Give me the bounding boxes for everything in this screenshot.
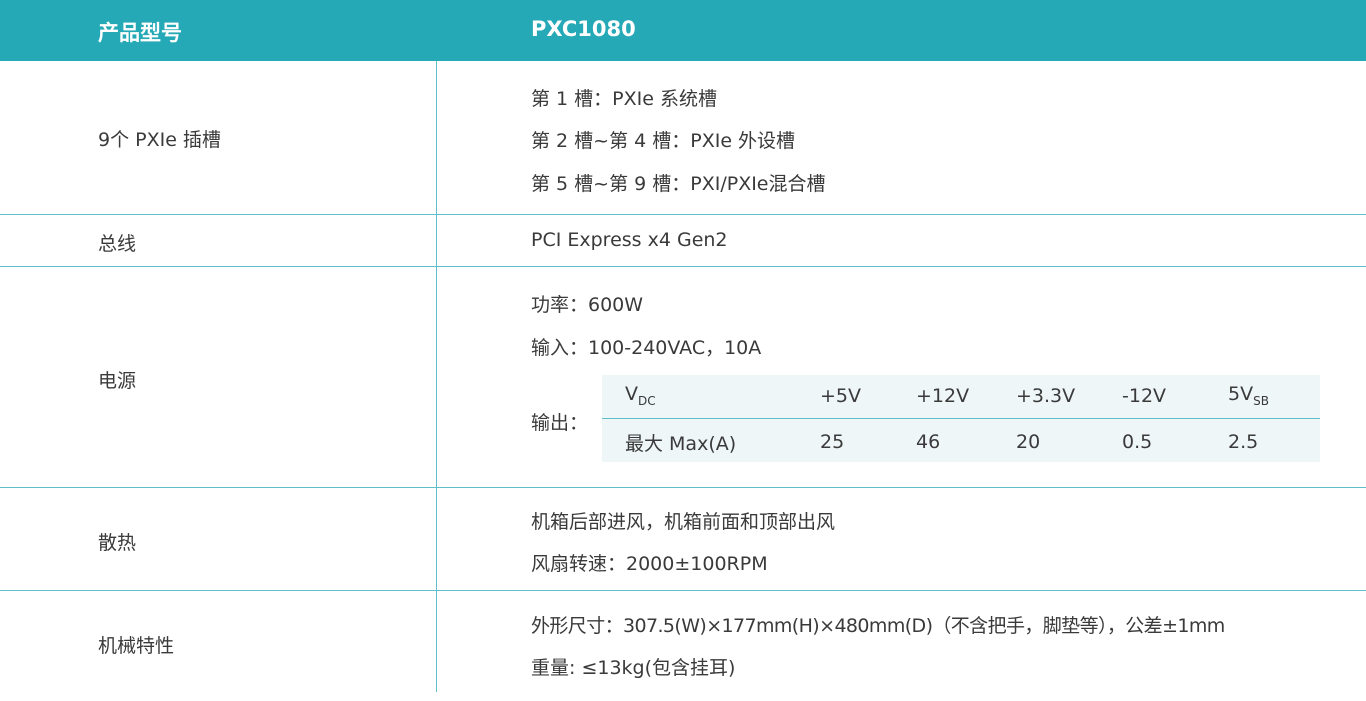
- row-value: 机箱后部进风，机箱前面和顶部出风: [531, 511, 836, 533]
- max-value: 46: [916, 431, 941, 453]
- header-model-value: PXC1080: [531, 17, 636, 41]
- max-label: 最大 Max(A): [625, 433, 737, 455]
- max-value: 2.5: [1228, 431, 1259, 453]
- voltage-header: +3.3V: [1016, 385, 1076, 407]
- row-value: PCI Express x4 Gen2: [531, 229, 728, 251]
- row-label: 电源: [98, 370, 137, 392]
- row-value: 第 1 槽：PXIe 系统槽: [531, 88, 717, 110]
- row-value: 风扇转速：2000±100RPM: [531, 553, 768, 575]
- row-label: 9个 PXIe 插槽: [98, 129, 221, 151]
- header-model-label: 产品型号: [98, 21, 182, 45]
- row-value: 重量: ≤13kg(包含挂耳): [531, 657, 736, 679]
- voltage-header: +12V: [916, 385, 970, 407]
- row-label: 总线: [98, 233, 137, 255]
- row-value: 输入：100-240VAC，10A: [531, 337, 762, 359]
- table-row-bus: 总线 PCI Express x4 Gen2: [0, 215, 1366, 267]
- max-value: 20: [1016, 431, 1041, 453]
- row-label: 散热: [98, 532, 137, 554]
- row-label: 机械特性: [98, 635, 175, 657]
- table-row-power: 电源 功率：600W 输入：100-240VAC，10A 输出：: [0, 267, 1366, 488]
- table-row-slots: 9个 PXIe 插槽 第 1 槽：PXIe 系统槽 第 2 槽~第 4 槽：PX…: [0, 61, 1366, 215]
- voltage-header: -12V: [1122, 385, 1167, 407]
- row-value: 第 5 槽~第 9 槽：PXI/PXIe混合槽: [531, 173, 826, 195]
- power-output-table: VDC +5V +12V +3.3V -12V 5VSB 最大 Max(A) 2…: [602, 375, 1320, 462]
- table-row-mechanical: 机械特性 外形尺寸：307.5(W)×177mm(H)×480mm(D)（不含把…: [0, 591, 1366, 701]
- inner-divider: [602, 418, 1320, 419]
- max-value: 0.5: [1122, 431, 1153, 453]
- vdc-header: VDC: [625, 383, 656, 408]
- table-header: 产品型号 PXC1080: [0, 0, 1366, 61]
- table-row-cooling: 散热 机箱后部进风，机箱前面和顶部出风 风扇转速：2000±100RPM: [0, 488, 1366, 591]
- voltage-header: +5V: [820, 385, 862, 407]
- column-divider: [436, 61, 437, 692]
- sb-header: 5VSB: [1228, 383, 1269, 408]
- row-value: 输出：: [531, 412, 589, 434]
- row-value: 外形尺寸：307.5(W)×177mm(H)×480mm(D)（不含把手，脚垫等…: [531, 615, 1225, 637]
- row-value: 功率：600W: [531, 294, 644, 316]
- max-value: 25: [820, 431, 845, 453]
- row-value: 第 2 槽~第 4 槽：PXIe 外设槽: [531, 130, 796, 152]
